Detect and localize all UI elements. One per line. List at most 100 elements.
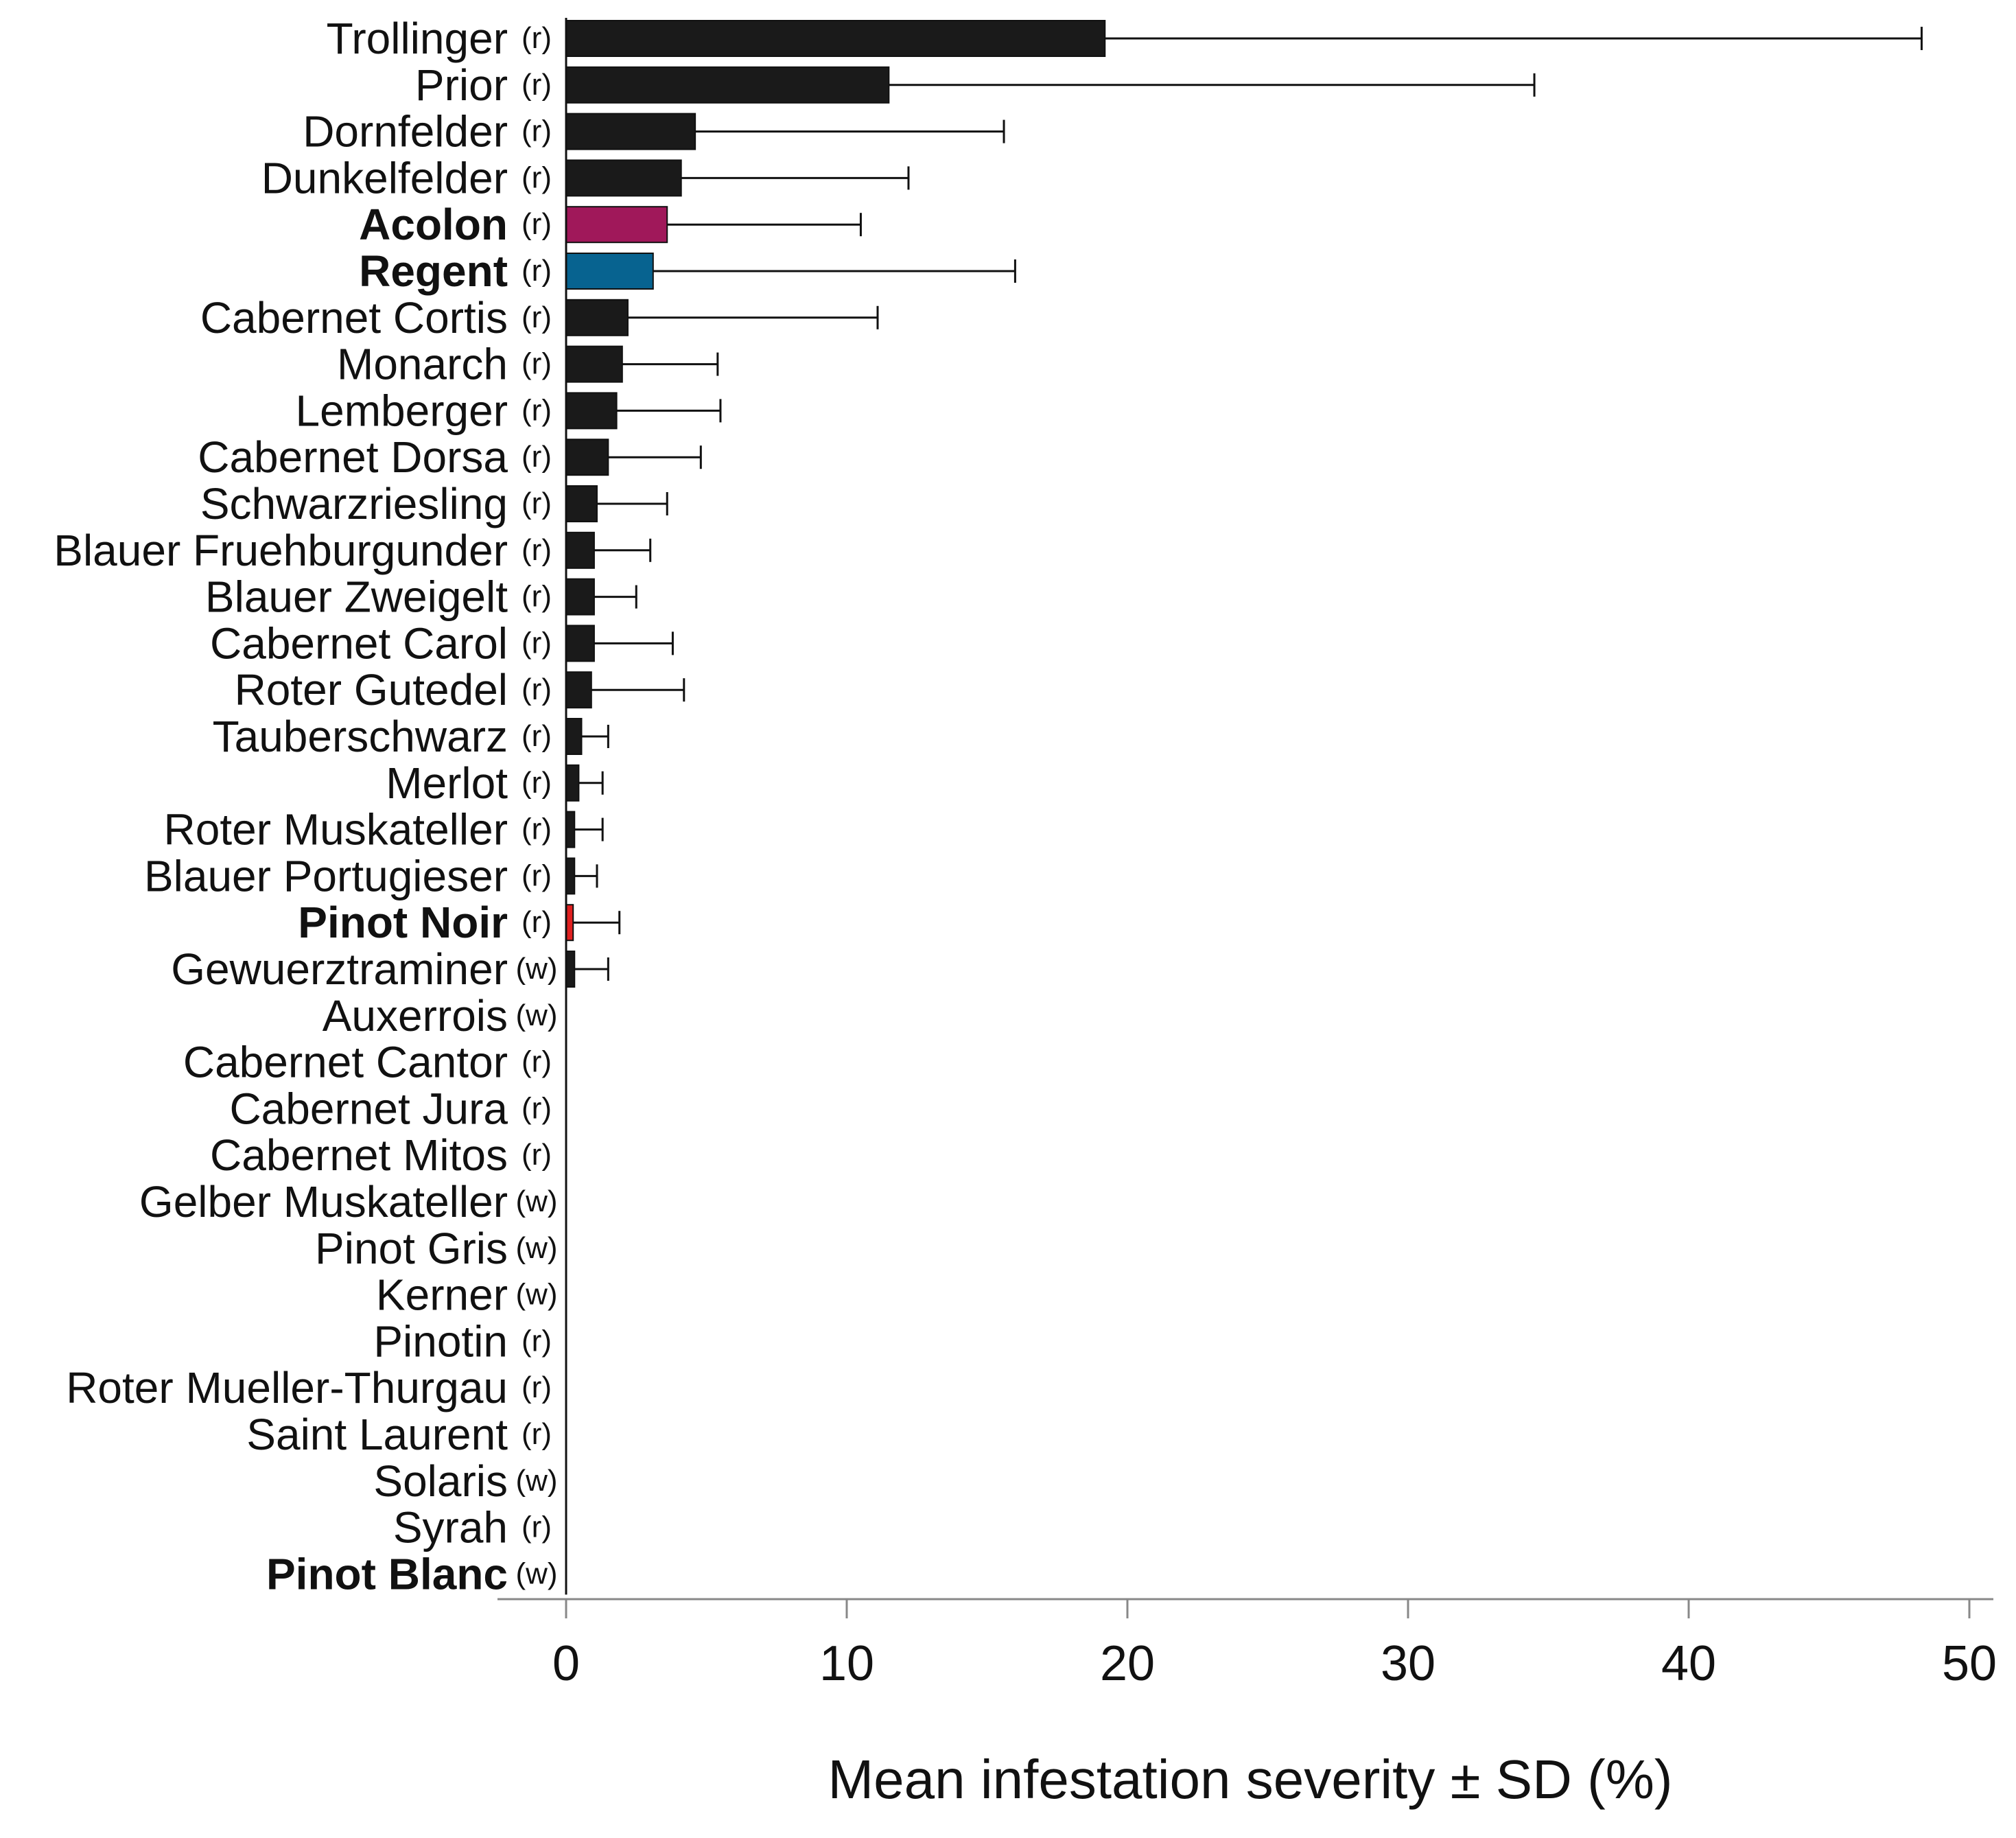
bar-9 [565, 439, 609, 476]
wine-type-label-11: (r) [521, 533, 552, 567]
category-label-28: Pinotin [373, 1316, 508, 1366]
wine-type-label-19: (r) [521, 905, 552, 939]
bar-14 [565, 671, 592, 709]
x-tick-label-0: 0 [552, 1636, 580, 1691]
bar-12 [565, 578, 595, 616]
wine-type-label-22: (r) [521, 1045, 552, 1079]
bar-20 [565, 951, 576, 988]
wine-type-label-4: (r) [521, 207, 552, 241]
wine-type-label-32: (r) [521, 1511, 552, 1544]
category-label-7: Monarch [337, 340, 508, 389]
bar-18 [565, 857, 576, 895]
category-label-3: Dunkelfelder [261, 153, 508, 202]
category-label-27: Kerner [376, 1270, 508, 1320]
bar-1 [565, 66, 890, 104]
x-tick-label-1: 10 [819, 1636, 874, 1691]
bar-5 [565, 253, 654, 290]
wine-type-label-28: (r) [521, 1324, 552, 1358]
category-label-23: Cabernet Jura [229, 1084, 508, 1133]
category-labels: Trollinger (r) Prior (r) Dornfelder (r) Dunkel… [54, 14, 557, 1598]
x-tick-label-3: 30 [1381, 1636, 1435, 1691]
bar-10 [565, 485, 598, 522]
category-label-25: Gelber Muskateller [139, 1177, 508, 1226]
wine-type-label-17: (r) [521, 813, 552, 846]
wine-type-label-30: (r) [521, 1417, 552, 1451]
category-label-22: Cabernet Cantor [183, 1038, 508, 1087]
bar-11 [565, 531, 595, 569]
category-label-14: Roter Gutedel [235, 665, 508, 714]
category-label-13: Cabernet Carol [210, 618, 508, 668]
category-label-0: Trollinger [327, 14, 508, 63]
wine-type-label-20: (w) [515, 952, 557, 986]
category-label-31: Solaris [373, 1456, 508, 1506]
wine-type-label-31: (w) [515, 1464, 557, 1498]
bar-8 [565, 392, 618, 430]
bars-layer [565, 20, 1923, 988]
wine-type-label-0: (r) [521, 21, 552, 55]
category-label-24: Cabernet Mitos [210, 1130, 508, 1180]
x-tick-label-5: 50 [1942, 1636, 1997, 1691]
wine-type-label-24: (r) [521, 1138, 552, 1172]
wine-type-label-16: (r) [521, 766, 552, 800]
category-label-30: Saint Laurent [246, 1410, 508, 1459]
category-label-10: Schwarzriesling [200, 479, 508, 528]
wine-type-label-33: (w) [515, 1557, 557, 1590]
wine-type-label-8: (r) [521, 393, 552, 427]
wine-type-label-2: (r) [521, 115, 552, 148]
category-label-18: Blauer Portugieser [144, 851, 508, 900]
category-label-5: Regent [359, 246, 508, 296]
x-axis: 0 10 20 30 40 50 [497, 18, 1997, 1691]
wine-type-label-21: (w) [515, 999, 557, 1032]
bar-6 [565, 299, 629, 336]
wine-type-label-23: (r) [521, 1091, 552, 1125]
bar-19 [565, 904, 574, 942]
x-tick-label-4: 40 [1661, 1636, 1716, 1691]
wine-type-label-14: (r) [521, 673, 552, 706]
category-label-33: Pinot Blanc [266, 1549, 508, 1598]
wine-type-label-3: (r) [521, 161, 552, 194]
bar-7 [565, 345, 623, 383]
category-label-6: Cabernet Cortis [200, 293, 508, 342]
wine-type-label-10: (r) [521, 487, 552, 520]
category-label-11: Blauer Fruehburgunder [54, 526, 508, 575]
wine-type-label-18: (r) [521, 859, 552, 892]
wine-type-label-25: (w) [515, 1185, 557, 1218]
category-label-17: Roter Muskateller [164, 805, 508, 854]
bar-2 [565, 113, 696, 150]
category-label-12: Blauer Zweigelt [205, 572, 508, 622]
category-label-8: Lemberger [296, 386, 508, 435]
x-tick-label-2: 20 [1100, 1636, 1155, 1691]
wine-type-label-26: (w) [515, 1231, 557, 1265]
wine-type-label-29: (r) [521, 1371, 552, 1404]
bar-15 [565, 718, 583, 755]
bar-17 [565, 811, 576, 848]
category-label-20: Gewuerztraminer [171, 944, 508, 994]
wine-type-label-15: (r) [521, 719, 552, 753]
category-label-19: Pinot Noir [298, 898, 508, 947]
category-label-1: Prior [415, 60, 508, 110]
category-label-15: Tauberschwarz [213, 712, 508, 761]
bar-13 [565, 625, 595, 662]
category-label-21: Auxerrois [323, 991, 508, 1040]
category-label-16: Merlot [386, 758, 508, 808]
bar-3 [565, 159, 682, 197]
wine-type-label-9: (r) [521, 440, 552, 474]
bar-16 [565, 764, 580, 802]
x-axis-title: Mean infestation severity ± SD (%) [828, 1749, 1672, 1810]
bar-4 [565, 206, 668, 244]
bar-0 [565, 20, 1106, 57]
wine-type-label-12: (r) [521, 580, 552, 614]
category-label-4: Acolon [359, 200, 508, 249]
wine-type-label-5: (r) [521, 254, 552, 288]
category-label-2: Dornfelder [303, 107, 508, 156]
wine-type-label-6: (r) [521, 301, 552, 334]
category-label-26: Pinot Gris [315, 1224, 508, 1273]
wine-type-label-1: (r) [521, 68, 552, 102]
category-label-32: Syrah [393, 1503, 508, 1552]
category-label-29: Roter Mueller-Thurgau [66, 1363, 508, 1412]
category-label-9: Cabernet Dorsa [198, 432, 508, 482]
wine-type-label-7: (r) [521, 347, 552, 381]
wine-type-label-13: (r) [521, 626, 552, 660]
wine-type-label-27: (w) [515, 1278, 557, 1312]
